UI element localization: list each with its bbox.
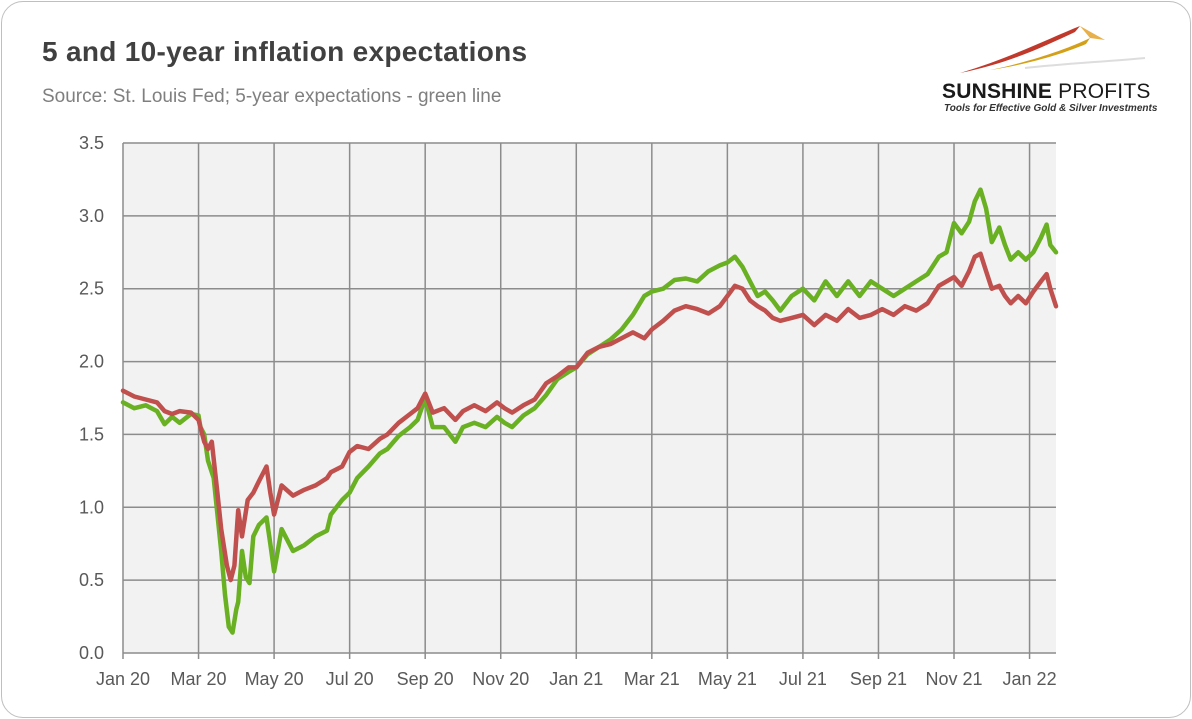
y-tick-label: 2.0 bbox=[79, 352, 104, 372]
swoosh-icon bbox=[960, 26, 1146, 73]
x-tick-label: Nov 21 bbox=[925, 669, 982, 689]
logo-tagline: Tools for Effective Gold & Silver Invest… bbox=[944, 103, 1158, 114]
x-tick-label: Jan 20 bbox=[96, 669, 150, 689]
logo-name-bold: SUNSHINE bbox=[942, 80, 1053, 103]
x-tick-label: Jul 21 bbox=[779, 669, 827, 689]
chart-title: 5 and 10-year inflation expectations bbox=[42, 36, 528, 67]
x-tick-label: Jul 20 bbox=[326, 669, 374, 689]
y-tick-label: 0.5 bbox=[79, 570, 104, 590]
y-tick-label: 1.5 bbox=[79, 424, 104, 444]
x-tick-label: Sep 20 bbox=[397, 669, 454, 689]
x-tick-label: Nov 20 bbox=[472, 669, 529, 689]
series-line-1 bbox=[120, 187, 1059, 635]
x-tick-label: Jan 21 bbox=[549, 669, 603, 689]
chart-subtitle: Source: St. Louis Fed; 5-year expectatio… bbox=[42, 86, 502, 107]
y-tick-label: 3.5 bbox=[79, 133, 104, 153]
sunshine-profits-logo: SUNSHINE PROFITS Tools for Effective Gol… bbox=[930, 18, 1175, 118]
x-tick-label: May 20 bbox=[245, 669, 304, 689]
y-tick-label: 2.5 bbox=[79, 279, 104, 299]
plot-area bbox=[123, 143, 1056, 653]
x-tick-label: May 21 bbox=[698, 669, 757, 689]
x-tick-label: Sep 21 bbox=[850, 669, 907, 689]
series-line-2 bbox=[120, 251, 1059, 583]
logo-name: SUNSHINE PROFITS bbox=[942, 80, 1151, 104]
logo-name-light: PROFITS bbox=[1052, 80, 1151, 103]
y-tick-label: 3.0 bbox=[79, 206, 104, 226]
y-tick-label: 1.0 bbox=[79, 497, 104, 517]
x-tick-label: Jan 22 bbox=[1003, 669, 1057, 689]
x-tick-label: Mar 20 bbox=[171, 669, 227, 689]
x-tick-label: Mar 21 bbox=[624, 669, 680, 689]
y-tick-label: 0.0 bbox=[79, 643, 104, 663]
